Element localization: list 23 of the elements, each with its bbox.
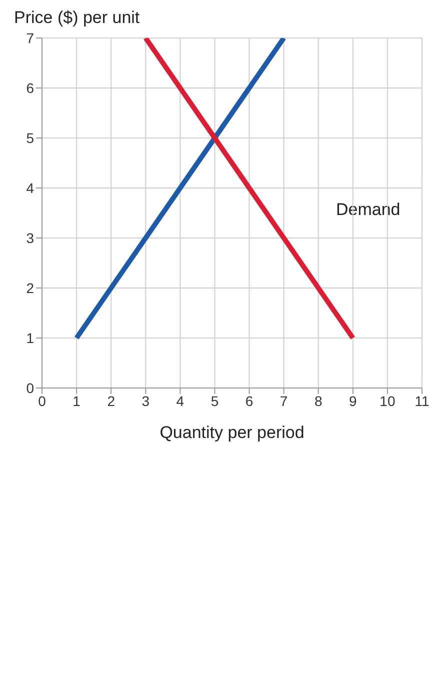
y-tick-label: 4 <box>26 180 34 196</box>
x-tick-label: 0 <box>38 392 46 409</box>
x-tick-label: 4 <box>176 392 184 409</box>
y-axis-title: Price ($) per unit <box>14 8 141 28</box>
x-tick-label: 11 <box>414 392 430 409</box>
y-tick-label: 7 <box>26 30 34 46</box>
y-tick-label: 5 <box>26 130 34 146</box>
x-tick-label: 3 <box>142 392 150 409</box>
x-tick-label: 10 <box>380 392 396 409</box>
y-tick-label: 2 <box>26 280 34 296</box>
x-tick-label: 5 <box>210 392 219 409</box>
x-tick-label: 8 <box>314 392 322 409</box>
x-axis-title: Quantity per period <box>160 423 304 442</box>
x-tick-label: 9 <box>349 392 358 409</box>
y-tick-label: 1 <box>26 330 34 346</box>
y-tick-label: 6 <box>26 80 34 96</box>
x-tick-label: 6 <box>245 392 254 409</box>
y-tick-label: 3 <box>26 230 34 246</box>
x-tick-label: 1 <box>72 392 81 409</box>
y-tick-label: 0 <box>26 380 34 396</box>
annotation: Demand <box>336 200 400 220</box>
x-tick-label: 7 <box>280 392 288 409</box>
x-tick-label: 2 <box>107 392 116 409</box>
